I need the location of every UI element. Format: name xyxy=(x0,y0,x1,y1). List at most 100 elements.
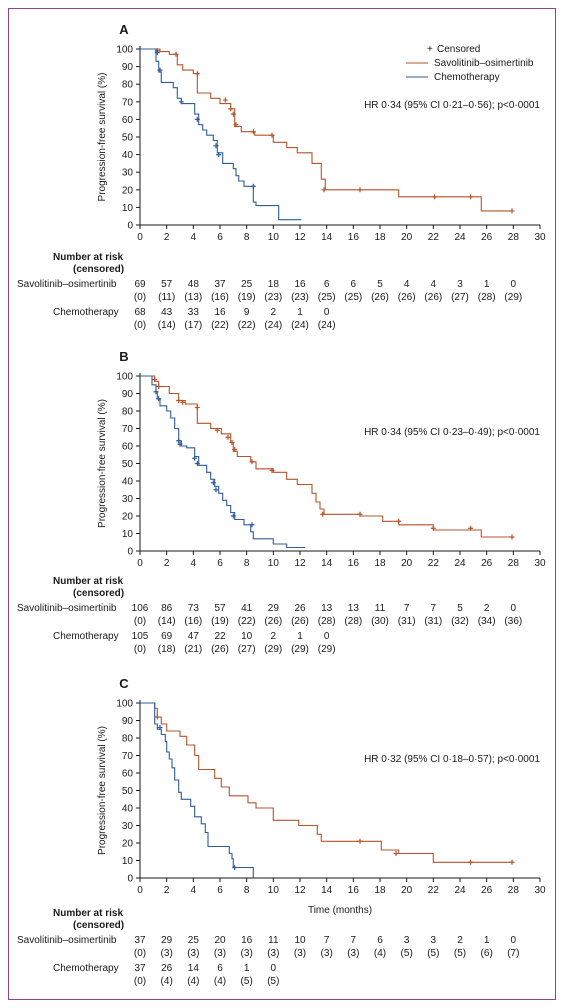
y-axis-label: Progression-free survival (%) xyxy=(97,73,108,202)
y-tick-label: 10 xyxy=(122,529,134,540)
risk-number-chemo: 0 xyxy=(324,631,330,642)
series-line-chemo xyxy=(140,375,306,549)
risk-censored-chemo: (22) xyxy=(238,320,256,331)
legend-censored-label: Censored xyxy=(437,44,480,55)
risk-censored-savolitinib: (19) xyxy=(211,616,229,627)
y-tick-label: 60 xyxy=(122,115,134,126)
censor-mark-savolitinib xyxy=(176,398,182,403)
x-tick-label: 24 xyxy=(454,885,466,896)
risk-number-savolitinib: 11 xyxy=(268,935,279,946)
risk-censored-savolitinib: (3) xyxy=(161,948,173,959)
y-tick-label: 80 xyxy=(122,734,134,745)
risk-censored-chemo: (14) xyxy=(158,320,176,331)
x-tick-label: 28 xyxy=(508,885,520,896)
x-tick-label: 14 xyxy=(321,885,333,896)
figure-frame xyxy=(8,8,556,1000)
x-tick-label: 4 xyxy=(191,232,197,243)
x-tick-label: 26 xyxy=(481,558,493,569)
risk-number-savolitinib: 2 xyxy=(484,603,490,614)
y-tick-label: 100 xyxy=(116,372,133,383)
risk-censored-chemo: (4) xyxy=(214,976,226,987)
censor-mark-savolitinib xyxy=(230,111,236,117)
risk-censored-savolitinib: (26) xyxy=(424,292,442,303)
x-tick-label: 26 xyxy=(481,885,493,896)
panel-letter: B xyxy=(119,349,128,364)
risk-censored-savolitinib: (26) xyxy=(371,292,389,303)
x-tick-label: 30 xyxy=(534,558,546,569)
risk-censored-chemo: (21) xyxy=(184,644,202,655)
x-tick-label: 30 xyxy=(534,885,546,896)
y-tick-label: 80 xyxy=(122,80,134,91)
censor-mark-chemo xyxy=(194,116,200,122)
risk-number-savolitinib: 3 xyxy=(404,935,410,946)
risk-censored-savolitinib: (16) xyxy=(184,616,202,627)
x-tick-label: 0 xyxy=(137,558,143,569)
risk-number-savolitinib: 37 xyxy=(134,935,146,946)
x-tick-label: 22 xyxy=(428,885,440,896)
risk-censored-savolitinib: (31) xyxy=(398,616,416,627)
censor-mark-savolitinib xyxy=(228,106,234,112)
risk-number-savolitinib: 57 xyxy=(214,603,226,614)
risk-number-chemo: 69 xyxy=(161,631,173,642)
censor-mark-chemo xyxy=(157,725,163,730)
hazard-ratio-text: HR 0·34 (95% CI 0·23–0·49); p<0·0001 xyxy=(364,427,540,438)
risk-number-savolitinib: 13 xyxy=(348,603,360,614)
risk-number-savolitinib: 10 xyxy=(294,935,306,946)
censor-mark-chemo xyxy=(157,67,163,73)
risk-row-label-savolitinib: Savolitinib–osimertinib xyxy=(17,279,117,290)
y-tick-label: 40 xyxy=(122,804,134,815)
risk-number-chemo: 105 xyxy=(132,631,149,642)
risk-number-savolitinib: 29 xyxy=(161,935,173,946)
y-tick-label: 70 xyxy=(122,97,134,108)
hazard-ratio-text: HR 0·32 (95% CI 0·18–0·57); p<0·0001 xyxy=(364,754,540,765)
censor-mark-savolitinib xyxy=(229,440,235,445)
x-tick-label: 2 xyxy=(164,885,170,896)
risk-censored-savolitinib: (34) xyxy=(478,616,496,627)
risk-censored-savolitinib: (11) xyxy=(158,292,175,303)
risk-censored-savolitinib: (32) xyxy=(451,616,469,627)
censor-mark-chemo xyxy=(156,396,162,402)
risk-censored-savolitinib: (28) xyxy=(478,292,496,303)
y-tick-label: 20 xyxy=(122,512,134,523)
risk-number-savolitinib: 25 xyxy=(241,279,253,290)
risk-number-chemo: 1 xyxy=(297,631,303,642)
risk-censored-chemo: (24) xyxy=(318,320,336,331)
censor-mark-chemo xyxy=(216,152,222,158)
x-tick-label: 16 xyxy=(348,558,360,569)
censor-mark-savolitinib xyxy=(194,71,200,77)
risk-number-savolitinib: 0 xyxy=(511,935,517,946)
risk-number-savolitinib: 57 xyxy=(161,279,173,290)
hazard-ratio-text: HR 0·34 (95% CI 0·21–0·56); p<0·0001 xyxy=(364,100,540,111)
risk-censored-savolitinib: (26) xyxy=(398,292,416,303)
censor-mark-chemo xyxy=(153,389,159,395)
risk-number-savolitinib: 6 xyxy=(351,279,357,290)
censor-mark-savolitinib xyxy=(156,384,162,389)
risk-censored-chemo: (0) xyxy=(134,644,146,655)
risk-number-savolitinib: 86 xyxy=(161,603,173,614)
censor-mark-savolitinib xyxy=(154,714,160,720)
censor-mark-savolitinib xyxy=(393,851,399,856)
risk-censored-savolitinib: (28) xyxy=(318,616,336,627)
risk-number-savolitinib: 5 xyxy=(377,279,383,290)
risk-number-savolitinib: 37 xyxy=(214,279,226,290)
y-tick-label: 100 xyxy=(116,45,133,56)
censor-mark-savolitinib xyxy=(194,405,200,410)
risk-censored-savolitinib: (29) xyxy=(504,292,522,303)
y-tick-label: 60 xyxy=(122,442,134,453)
y-tick-label: 20 xyxy=(122,839,134,850)
risk-number-chemo: 26 xyxy=(161,963,173,974)
risk-censored-chemo: (27) xyxy=(238,644,256,655)
x-tick-label: 14 xyxy=(321,232,333,243)
risk-censored-chemo: (29) xyxy=(291,644,309,655)
x-tick-label: 4 xyxy=(191,558,197,569)
risk-censored-savolitinib: (0) xyxy=(134,948,146,959)
risk-number-savolitinib: 25 xyxy=(188,935,200,946)
legend-chemo-label: Chemotherapy xyxy=(434,72,500,83)
risk-censored-savolitinib: (3) xyxy=(187,948,199,959)
risk-censored-chemo: (18) xyxy=(158,644,176,655)
risk-number-savolitinib: 1 xyxy=(484,279,490,290)
risk-censored-chemo: (26) xyxy=(211,644,229,655)
risk-number-savolitinib: 0 xyxy=(511,279,517,290)
risk-row-label-savolitinib: Savolitinib–osimertinib xyxy=(17,935,117,946)
